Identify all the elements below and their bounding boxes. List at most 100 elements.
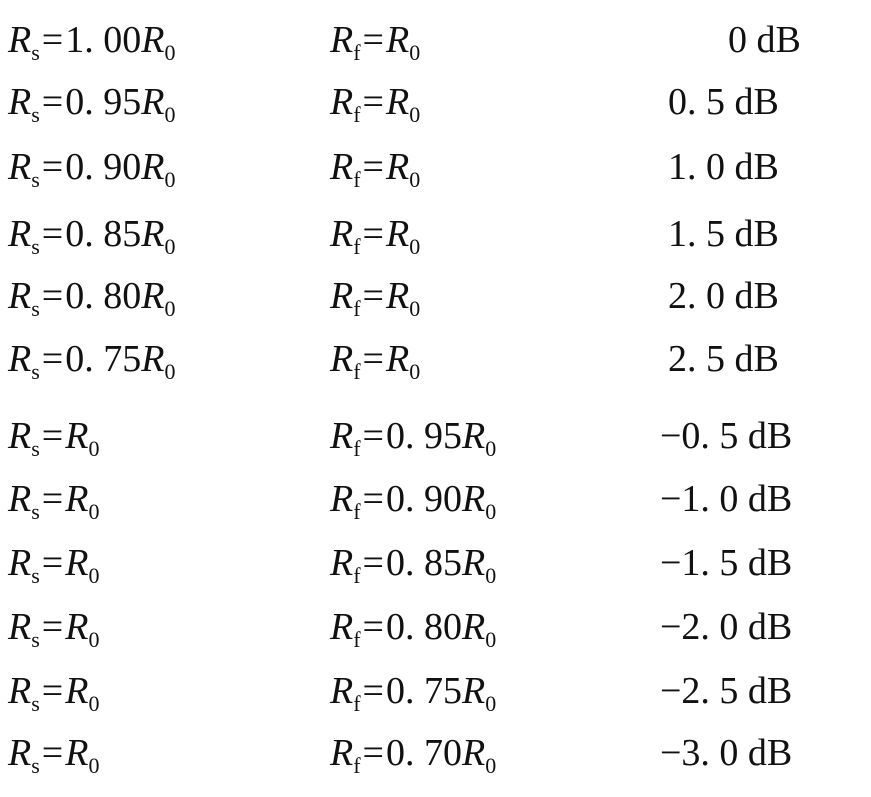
equals-sign: =: [41, 146, 64, 188]
subscript: 0: [88, 436, 100, 461]
rs-expression: Rs=0. 90R0: [8, 136, 175, 211]
symbol-R: R: [8, 478, 32, 520]
subscript: 0: [409, 167, 421, 192]
table-row: Rs=R0 Rf=0. 80R0 −2. 0 dB: [0, 596, 871, 658]
subscript: s: [31, 499, 40, 524]
subscript: 0: [485, 753, 497, 778]
equals-sign: =: [362, 415, 384, 457]
symbol-R: R: [8, 542, 32, 584]
subscript: 0: [88, 691, 100, 716]
symbol-R: R: [141, 81, 165, 123]
subscript: 0: [88, 627, 100, 652]
symbol-R: R: [330, 146, 354, 188]
symbol-R: R: [461, 478, 486, 520]
gain-value: 0 dB: [728, 19, 801, 61]
symbol-R: R: [385, 81, 410, 123]
table-row: Rs=R0 Rf=0. 95R0 −0. 5 dB: [0, 405, 871, 467]
subscript: s: [31, 627, 40, 652]
rf-coefficient: 0. 85: [385, 542, 462, 584]
rs-coefficient: 0. 85: [65, 213, 142, 255]
equals-sign: =: [362, 732, 384, 774]
subscript: 0: [409, 234, 421, 259]
equals-sign: =: [362, 213, 384, 255]
rs-expression: Rs=R0: [8, 532, 99, 607]
subscript: s: [31, 234, 40, 259]
equals-sign: =: [362, 478, 384, 520]
symbol-R: R: [141, 213, 165, 255]
symbol-R: R: [8, 81, 32, 123]
gain-value: −1. 0 dB: [660, 478, 793, 520]
subscript: f: [353, 627, 361, 652]
symbol-R: R: [330, 542, 354, 584]
subscript: f: [353, 359, 361, 384]
rs-coefficient: 0. 90: [65, 146, 142, 188]
symbol-R: R: [8, 146, 32, 188]
subscript: 0: [485, 691, 497, 716]
symbol-R: R: [385, 146, 410, 188]
gain-value: 2. 0 dB: [668, 275, 779, 317]
rs-expression: Rs=0. 95R0: [8, 71, 175, 146]
subscript: 0: [409, 40, 421, 65]
table-row: Rs=0. 90R0 Rf=R0 1. 0 dB: [0, 136, 871, 198]
subscript: 0: [164, 40, 176, 65]
symbol-R: R: [8, 213, 32, 255]
symbol-R: R: [330, 275, 354, 317]
subscript: 0: [88, 563, 100, 588]
symbol-R: R: [330, 478, 354, 520]
equals-sign: =: [41, 606, 64, 648]
table-row: Rs=R0 Rf=0. 90R0 −1. 0 dB: [0, 468, 871, 530]
rs-expression: Rs=R0: [8, 468, 99, 543]
symbol-R: R: [385, 275, 410, 317]
symbol-R: R: [8, 670, 32, 712]
rs-coefficient: 0. 75: [65, 338, 142, 380]
subscript: s: [31, 691, 40, 716]
gain-value: 2. 5 dB: [668, 338, 779, 380]
symbol-R: R: [330, 606, 354, 648]
rf-expression: Rf=R0: [330, 9, 420, 84]
gain-value: −2. 0 dB: [660, 606, 793, 648]
symbol-R: R: [8, 19, 32, 61]
rs-expression: Rs=1. 00R0: [8, 9, 175, 84]
subscript: 0: [164, 234, 176, 259]
equals-sign: =: [362, 81, 384, 123]
rs-expression: Rs=R0: [8, 660, 99, 735]
equals-sign: =: [41, 732, 64, 774]
rf-expression: Rf=0. 75R0: [330, 660, 496, 735]
subscript: f: [353, 753, 361, 778]
table-row: Rs=R0 Rf=0. 75R0 −2. 5 dB: [0, 660, 871, 722]
subscript: f: [353, 691, 361, 716]
symbol-R: R: [330, 338, 354, 380]
subscript: f: [353, 296, 361, 321]
table-row: Rs=R0 Rf=0. 85R0 −1. 5 dB: [0, 532, 871, 594]
gain-value: −0. 5 dB: [660, 415, 793, 457]
subscript: s: [31, 102, 40, 127]
rs-coefficient: 0. 80: [65, 275, 142, 317]
symbol-R: R: [330, 213, 354, 255]
equals-sign: =: [362, 606, 384, 648]
symbol-R: R: [461, 670, 486, 712]
table-row: Rs=0. 95R0 Rf=R0 0. 5 dB: [0, 71, 871, 133]
gain-value: −2. 5 dB: [660, 670, 793, 712]
subscript: 0: [88, 499, 100, 524]
equals-sign: =: [41, 670, 64, 712]
subscript: f: [353, 436, 361, 461]
subscript: 0: [164, 296, 176, 321]
rf-expression: Rf=0. 85R0: [330, 532, 496, 607]
rs-expression: Rs=0. 85R0: [8, 203, 175, 278]
rf-expression: Rf=R0: [330, 265, 420, 340]
symbol-R: R: [65, 670, 89, 712]
table-row: Rs=0. 85R0 Rf=R0 1. 5 dB: [0, 203, 871, 265]
subscript: 0: [485, 499, 497, 524]
symbol-R: R: [461, 732, 486, 774]
rf-expression: Rf=R0: [330, 203, 420, 278]
equals-sign: =: [41, 19, 64, 61]
symbol-R: R: [141, 19, 165, 61]
symbol-R: R: [461, 606, 486, 648]
rs-coefficient: 0. 95: [65, 81, 142, 123]
equals-sign: =: [41, 213, 64, 255]
subscript: 0: [485, 436, 497, 461]
rf-expression: Rf=0. 90R0: [330, 468, 496, 543]
rf-coefficient: 0. 75: [385, 670, 462, 712]
symbol-R: R: [141, 146, 165, 188]
symbol-R: R: [8, 275, 32, 317]
